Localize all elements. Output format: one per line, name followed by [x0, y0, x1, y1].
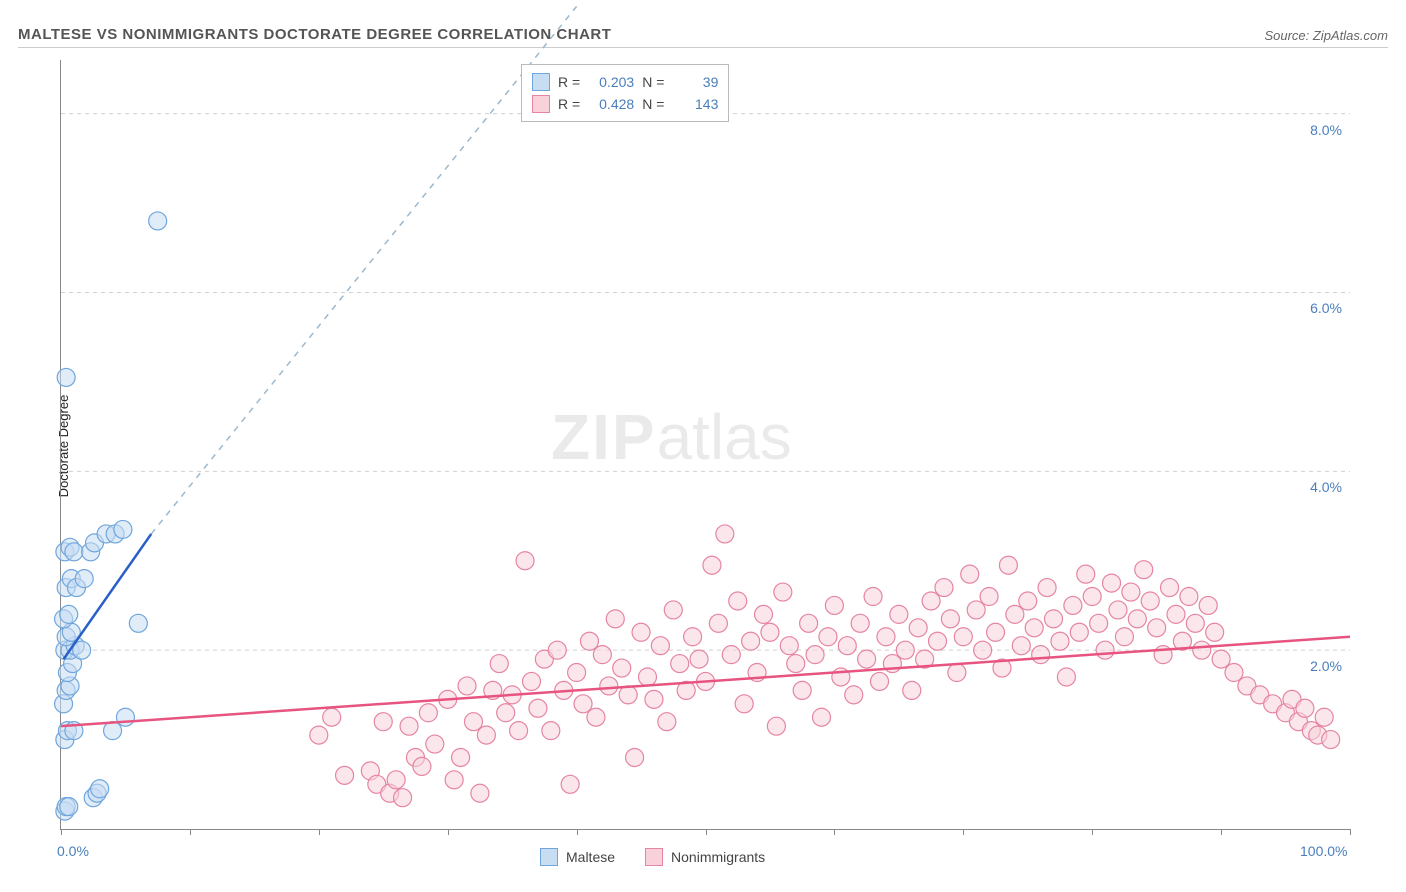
source-label: Source: ZipAtlas.com — [1264, 28, 1388, 43]
x-tick — [706, 829, 707, 835]
x-tick — [190, 829, 191, 835]
plot-area: ZIPatlas R = 0.203 N = 39 R = 0.428 N = … — [60, 60, 1350, 830]
y-tick-label: 4.0% — [1310, 479, 1342, 495]
stats-legend-row: R = 0.428 N = 143 — [532, 93, 718, 115]
x-tick — [577, 829, 578, 835]
n-value: 39 — [672, 71, 718, 93]
n-label: N = — [642, 71, 664, 93]
stats-legend-row: R = 0.203 N = 39 — [532, 71, 718, 93]
chart-title: MALTESE VS NONIMMIGRANTS DOCTORATE DEGRE… — [18, 26, 611, 43]
title-bar: MALTESE VS NONIMMIGRANTS DOCTORATE DEGRE… — [18, 20, 1388, 48]
chart-container: MALTESE VS NONIMMIGRANTS DOCTORATE DEGRE… — [0, 0, 1406, 892]
x-tick — [319, 829, 320, 835]
bottom-legend-item: Nonimmigrants — [645, 846, 765, 868]
legend-swatch-nonimmigrants — [532, 95, 550, 113]
x-tick — [448, 829, 449, 835]
legend-label: Maltese — [566, 846, 615, 868]
y-tick-label: 6.0% — [1310, 300, 1342, 316]
legend-swatch-maltese — [532, 73, 550, 91]
r-label: R = — [558, 93, 580, 115]
source-name: ZipAtlas.com — [1313, 28, 1388, 43]
x-tick — [963, 829, 964, 835]
x-tick — [1221, 829, 1222, 835]
r-label: R = — [558, 71, 580, 93]
n-label: N = — [642, 93, 664, 115]
x-tick-label: 0.0% — [57, 843, 89, 859]
y-tick-label: 8.0% — [1310, 122, 1342, 138]
legend-label: Nonimmigrants — [671, 846, 765, 868]
y-tick-label: 2.0% — [1310, 658, 1342, 674]
bottom-legend-item: Maltese — [540, 846, 615, 868]
legend-swatch-maltese — [540, 848, 558, 866]
x-tick — [1092, 829, 1093, 835]
x-tick-label: 100.0% — [1300, 843, 1347, 859]
x-tick — [834, 829, 835, 835]
chart-svg — [61, 60, 1350, 829]
n-value: 143 — [672, 93, 718, 115]
bottom-legend: Maltese Nonimmigrants — [540, 846, 765, 868]
r-value: 0.428 — [588, 93, 634, 115]
legend-swatch-nonimmigrants — [645, 848, 663, 866]
source-prefix: Source: — [1264, 28, 1312, 43]
x-tick — [61, 829, 62, 835]
x-tick — [1350, 829, 1351, 835]
stats-legend: R = 0.203 N = 39 R = 0.428 N = 143 — [521, 64, 729, 122]
r-value: 0.203 — [588, 71, 634, 93]
